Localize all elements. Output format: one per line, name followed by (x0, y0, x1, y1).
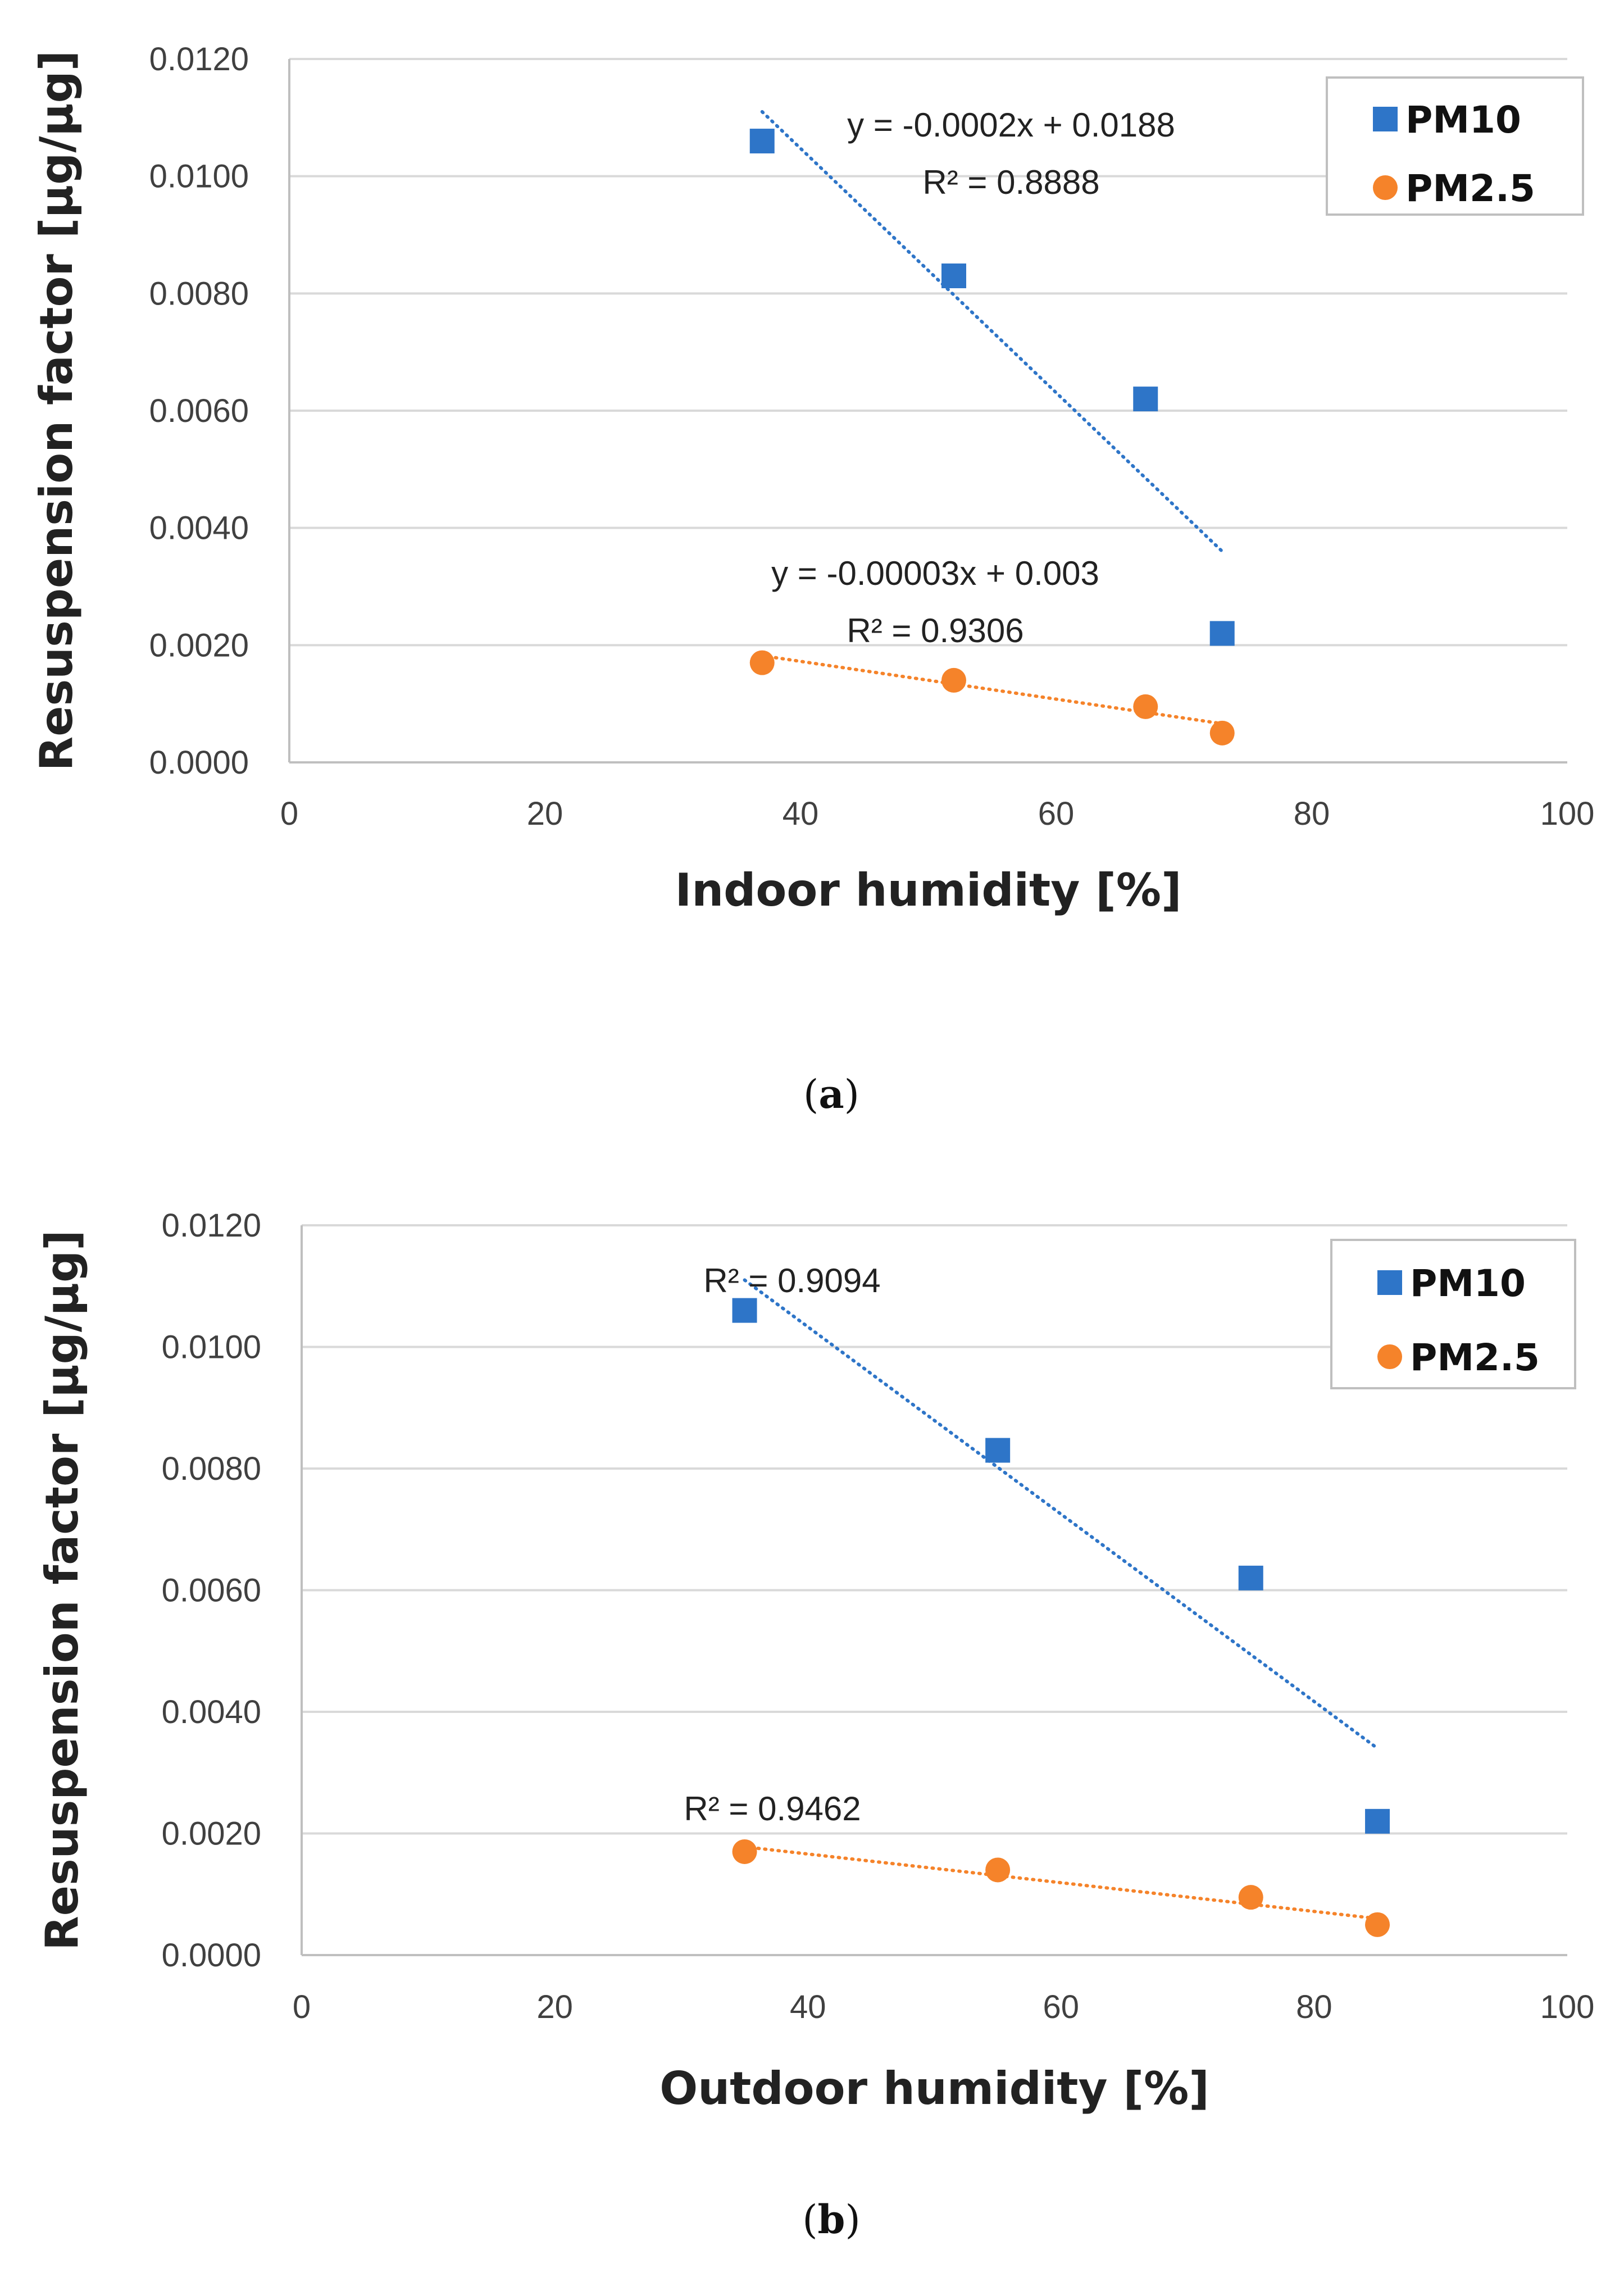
y-tick-label: 0.0060 (149, 393, 249, 429)
legend-box (1330, 1239, 1576, 1389)
y-tick-label: 0.0100 (149, 158, 249, 195)
caption-close: ) (845, 2197, 860, 2243)
panel-caption: (b) (802, 2196, 861, 2243)
data-point-pm25 (732, 1839, 757, 1864)
panel-caption: (a) (803, 1071, 859, 1117)
data-point-pm10 (749, 129, 775, 154)
y-tick-label: 0.0100 (162, 1329, 261, 1366)
caption-open: ( (803, 1071, 818, 1117)
caption-letter: b (818, 2196, 845, 2243)
legend-marker (1373, 107, 1398, 131)
x-tick-label: 40 (783, 796, 819, 832)
caption-letter: a (818, 1071, 844, 1117)
x-tick-label: 60 (1038, 796, 1075, 832)
x-axis-title: Outdoor humidity [%] (659, 2062, 1209, 2115)
chart-panel-a: 0.0000 0.0020 0.0040 0.0060 0.0080 0.0100 0.01… (30, 41, 1594, 1117)
x-tick-label: 80 (1296, 1989, 1332, 2025)
x-tick-label: 100 (1540, 1989, 1595, 2025)
data-point-pm25 (749, 650, 775, 675)
legend-marker (1377, 1270, 1402, 1295)
legend-label: PM2.5 (1405, 167, 1535, 210)
y-tick-label: 0.0120 (162, 1207, 261, 1244)
trendline-equation: R² = 0.9094 (703, 1262, 880, 1299)
legend-marker (1377, 1344, 1402, 1369)
data-point-pm25 (941, 667, 966, 693)
x-tick-label: 0 (280, 796, 298, 832)
y-tick-label: 0.0120 (149, 41, 249, 78)
y-tick-label: 0.0040 (149, 510, 249, 547)
data-point-pm10 (1238, 1565, 1263, 1590)
data-point-pm10 (985, 1438, 1011, 1463)
y-tick-label: 0.0080 (149, 275, 249, 312)
legend: PM10 PM2.5 (1330, 1239, 1576, 1389)
x-tick-label: 80 (1294, 796, 1330, 832)
x-tick-label: 40 (790, 1989, 826, 2025)
x-tick-label: 20 (536, 1989, 573, 2025)
y-tick-label: 0.0020 (149, 627, 249, 663)
y-tick-label: 0.0060 (162, 1572, 261, 1609)
trendline-equation: R² = 0.8888 (922, 163, 1099, 201)
caption-close: ) (844, 1071, 859, 1117)
trendline-pm10 (760, 110, 1224, 553)
y-tick-label: 0.0000 (149, 744, 249, 781)
data-point-pm10 (1133, 387, 1158, 412)
chart-panel-b: 0.0000 0.0020 0.0040 0.0060 0.0080 0.0100 0.01… (36, 1207, 1594, 2243)
y-tick-label: 0.0000 (162, 1937, 261, 1974)
trendline-pm10 (743, 1278, 1380, 1750)
trendline-equation: R² = 0.9306 (847, 612, 1023, 649)
data-point-pm25 (1209, 720, 1235, 746)
data-point-pm25 (985, 1857, 1011, 1883)
y-axis-title: Resuspension factor [µg/µg] (30, 51, 83, 771)
x-tick-label: 100 (1540, 796, 1595, 832)
legend-box (1326, 76, 1584, 216)
trendline-pm25 (743, 1845, 1380, 1921)
data-point-pm10 (1365, 1808, 1390, 1834)
caption-open: ( (802, 2197, 817, 2243)
y-tick-label: 0.0080 (162, 1451, 261, 1487)
x-tick-label: 20 (527, 796, 563, 832)
legend-label: PM10 (1410, 1262, 1526, 1305)
data-point-pm25 (1238, 1885, 1263, 1910)
data-point-pm10 (732, 1298, 757, 1323)
x-axis-title: Indoor humidity [%] (675, 864, 1181, 916)
y-tick-label: 0.0020 (162, 1816, 261, 1852)
x-tick-label: 0 (293, 1989, 311, 2025)
data-point-pm25 (1133, 694, 1158, 719)
legend-label: PM10 (1405, 98, 1521, 142)
trendline-equation: R² = 0.9462 (684, 1790, 861, 1828)
legend-marker (1373, 175, 1398, 200)
trendline-equation: y = -0.0002x + 0.0188 (847, 106, 1175, 144)
legend-label: PM2.5 (1410, 1336, 1540, 1379)
y-axis-title: Resuspension factor [µg/µg] (36, 1230, 88, 1951)
trendline-equation: y = -0.00003x + 0.003 (771, 555, 1099, 592)
data-point-pm25 (1365, 1912, 1390, 1937)
y-tick-label: 0.0040 (162, 1694, 261, 1730)
legend: PM10 PM2.5 (1326, 76, 1584, 216)
data-point-pm10 (1209, 621, 1235, 646)
x-tick-label: 60 (1043, 1989, 1080, 2025)
data-point-pm10 (941, 263, 966, 289)
